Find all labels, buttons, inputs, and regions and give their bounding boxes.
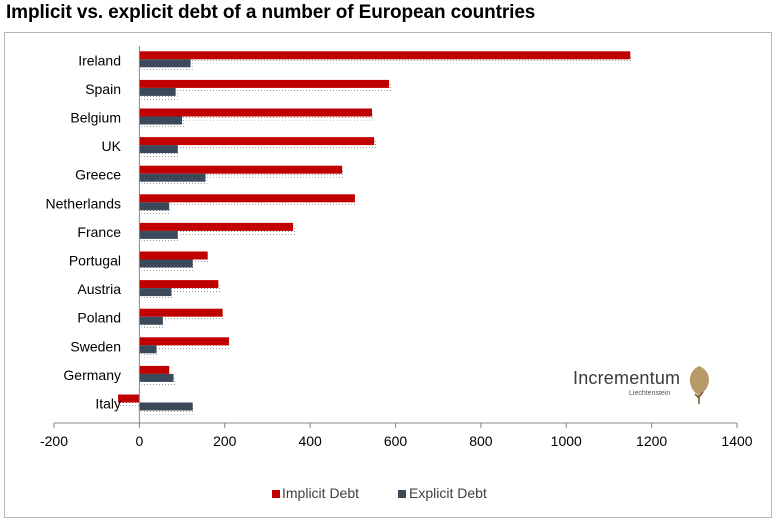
bar-implicit-debt	[139, 222, 294, 231]
bar-implicit-debt	[139, 51, 631, 60]
category-label: France	[77, 224, 121, 240]
bar-implicit-debt	[139, 165, 343, 174]
bar-implicit-debt	[139, 79, 390, 88]
category-label: Austria	[77, 281, 121, 297]
bar-implicit-debt	[118, 394, 140, 403]
bar-implicit-debt	[139, 108, 373, 117]
category-label: Belgium	[70, 110, 121, 126]
category-label: Sweden	[70, 338, 121, 354]
category-label: Italy	[95, 396, 121, 412]
x-tick-label: 200	[213, 433, 237, 449]
brand-logo: Incrementum Liechtenstein	[573, 364, 715, 408]
category-label: Spain	[85, 81, 121, 97]
chart-frame	[4, 32, 772, 518]
bar-explicit-debt	[139, 173, 206, 182]
x-tick-label: 1400	[721, 433, 752, 449]
bar-explicit-debt	[139, 288, 172, 297]
bar-implicit-debt	[139, 280, 219, 289]
bar-explicit-debt	[139, 345, 157, 354]
bar-explicit-debt	[139, 59, 191, 68]
bar-explicit-debt	[139, 373, 174, 382]
legend-label-explicit: Explicit Debt	[409, 485, 487, 501]
x-tick-label: 800	[469, 433, 493, 449]
bar-implicit-debt	[139, 137, 375, 146]
x-tick-label: 400	[298, 433, 322, 449]
bar-explicit-debt	[139, 230, 178, 239]
category-label: Greece	[75, 167, 121, 183]
brand-name: Incrementum	[573, 368, 681, 388]
x-tick-label: 1200	[636, 433, 667, 449]
category-label: UK	[102, 138, 122, 154]
bar-explicit-debt	[139, 316, 163, 325]
category-label: Ireland	[78, 52, 121, 68]
brand-subtitle: Liechtenstein	[629, 390, 671, 397]
x-tick-label: -200	[40, 433, 68, 449]
legend-swatch-implicit	[272, 490, 280, 498]
category-label: Germany	[63, 367, 121, 383]
tree-icon	[689, 366, 709, 404]
bar-explicit-debt	[139, 202, 170, 211]
legend-swatch-explicit	[398, 490, 406, 498]
bar-implicit-debt	[139, 337, 230, 346]
category-label: Poland	[77, 310, 121, 326]
chart-title: Implicit vs. explicit debt of a number o…	[6, 2, 536, 23]
bar-explicit-debt	[139, 402, 193, 411]
x-tick-label: 600	[384, 433, 408, 449]
bar-implicit-debt	[139, 194, 355, 203]
bar-explicit-debt	[139, 87, 176, 96]
bar-explicit-debt	[139, 259, 193, 268]
category-label: Portugal	[69, 253, 121, 269]
bar-implicit-debt	[139, 308, 223, 317]
bar-implicit-debt	[139, 365, 170, 374]
bar-implicit-debt	[139, 251, 208, 260]
x-tick-label: 0	[135, 433, 143, 449]
bar-explicit-debt	[139, 145, 178, 154]
legend-label-implicit: Implicit Debt	[282, 485, 359, 501]
category-label: Netherlands	[46, 195, 122, 211]
x-tick-label: 1000	[551, 433, 582, 449]
bar-explicit-debt	[139, 116, 183, 125]
